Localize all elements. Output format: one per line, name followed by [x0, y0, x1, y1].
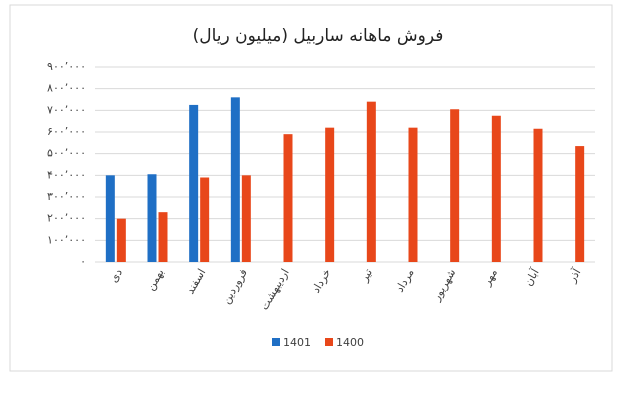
- bar: [241, 175, 251, 262]
- bar: [189, 104, 199, 263]
- bar: [575, 146, 585, 262]
- y-tick-label: ۲۰۰٬۰۰۰: [47, 212, 86, 225]
- y-tick-label: ۴۰۰٬۰۰۰: [47, 168, 86, 181]
- bar: [230, 97, 240, 262]
- chart-title: فروش ماهانه ساربیل (میلیون ریال): [193, 26, 444, 46]
- bar: [147, 174, 157, 262]
- bar: [366, 101, 376, 263]
- legend-swatch: [272, 338, 280, 346]
- y-tick-label: ۷۰۰٬۰۰۰: [47, 103, 86, 116]
- x-tick-label: تیر: [357, 267, 375, 285]
- bar: [533, 128, 543, 262]
- y-tick-label: ۳۰۰٬۰۰۰: [47, 190, 86, 203]
- bar: [450, 109, 460, 262]
- y-tick-label: ۹۰۰٬۰۰۰: [47, 60, 86, 73]
- y-tick-label: ۵۰۰٬۰۰۰: [47, 147, 86, 160]
- bar: [116, 218, 126, 262]
- legend-label: 1400: [336, 336, 364, 349]
- y-tick-label: ۰: [80, 255, 86, 268]
- legend-label: 1401: [283, 336, 311, 349]
- bar: [491, 115, 501, 262]
- bar: [105, 175, 115, 262]
- bar: [325, 127, 335, 263]
- y-tick-label: ۱۰۰٬۰۰۰: [47, 233, 86, 246]
- bar: [200, 177, 210, 262]
- bar: [408, 127, 418, 263]
- y-tick-label: ۶۰۰٬۰۰۰: [47, 125, 86, 138]
- legend-swatch: [325, 338, 333, 346]
- chart-frame: [9, 4, 613, 372]
- bar: [283, 134, 293, 262]
- y-tick-label: ۸۰۰٬۰۰۰: [47, 82, 86, 95]
- x-tick-label: دی: [107, 266, 125, 284]
- bar: [158, 212, 168, 262]
